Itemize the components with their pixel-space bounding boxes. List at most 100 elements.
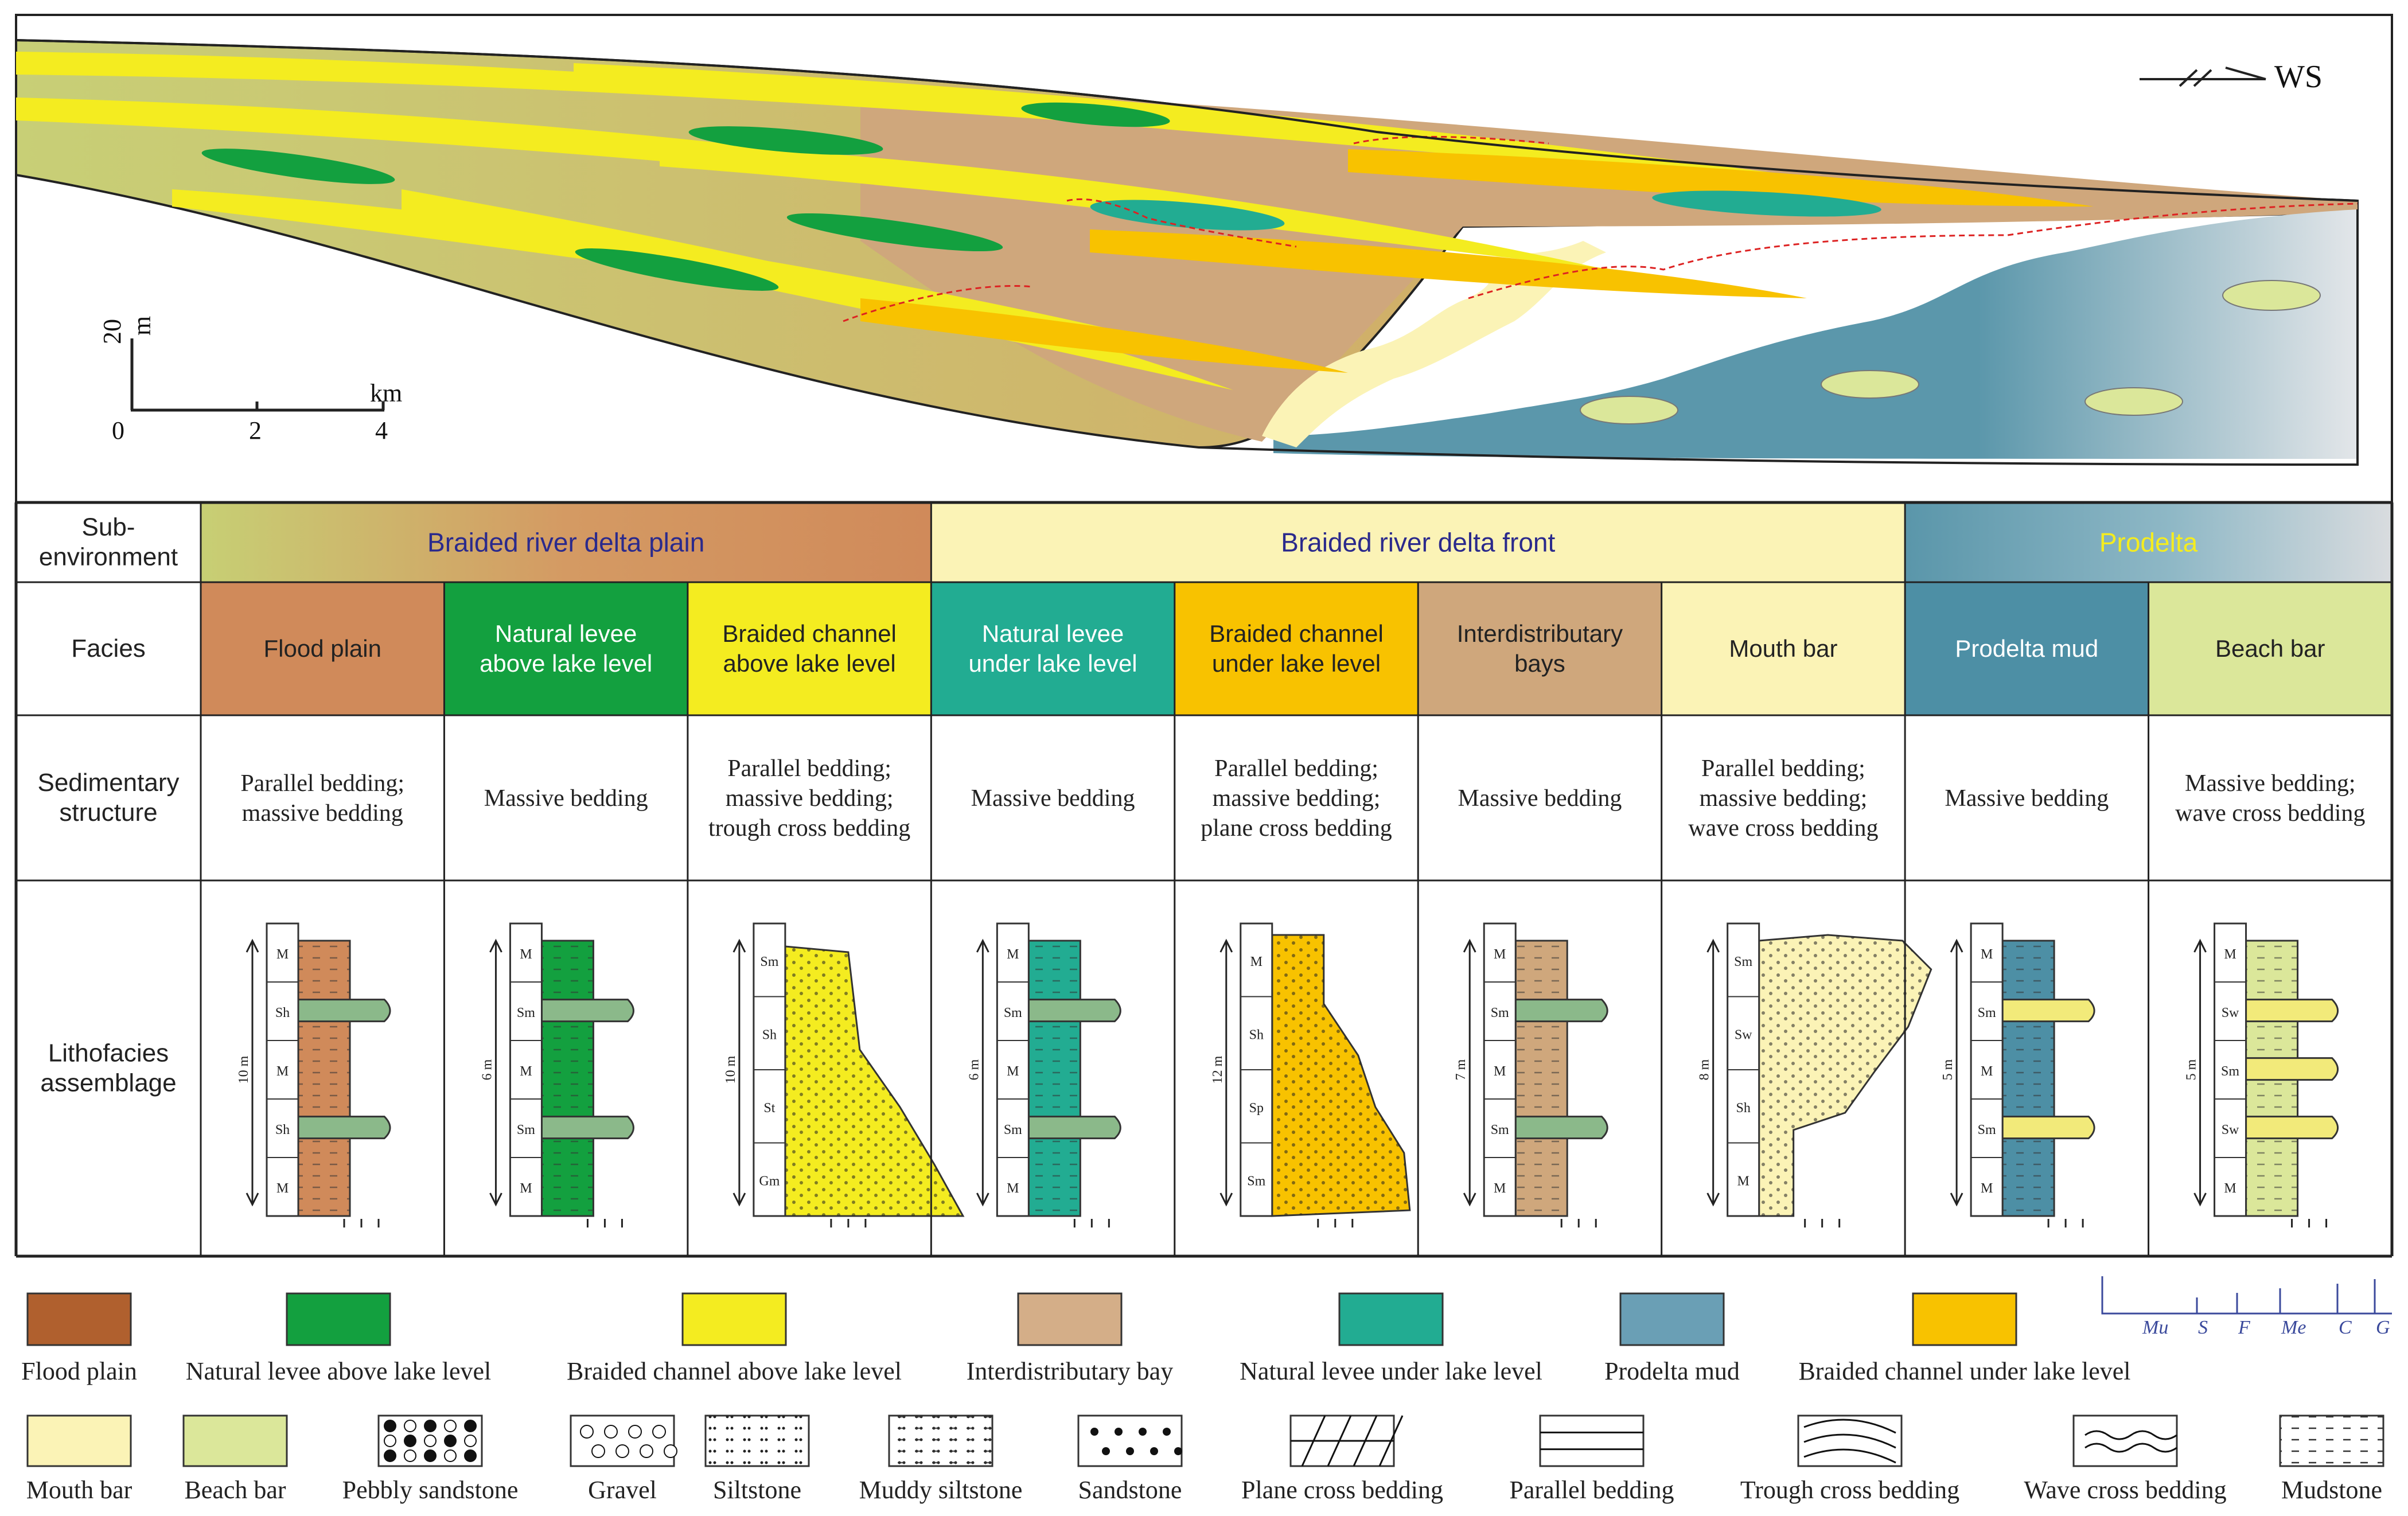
legend-pattern	[570, 1414, 677, 1467]
grain-scale-label: Me	[2281, 1317, 2306, 1338]
scale-horizontal-unit: km	[370, 379, 402, 407]
facies-label: bays	[1514, 650, 1565, 677]
lithology-column: M Sw Sm Sw M 5 m	[2184, 922, 2339, 1227]
unit-label: M	[520, 947, 532, 962]
facies-label: Mouth bar	[1729, 635, 1837, 662]
lithology-column: M Sm M Sm M 6 m	[967, 922, 1121, 1227]
structure-label: massive bedding;	[1213, 785, 1381, 812]
legend-label: Siltstone	[713, 1476, 801, 1504]
thickness-label: 6 m	[967, 1059, 981, 1080]
structure-label: Massive bedding;	[2185, 770, 2355, 797]
facies-label: Natural levee	[495, 620, 637, 647]
unit-label: M	[1494, 1181, 1506, 1196]
subenvironment-cell	[931, 502, 1906, 582]
unit-label: M	[1494, 947, 1506, 962]
unit-label: Sw	[1735, 1027, 1752, 1042]
structure-label: trough cross bedding	[708, 815, 910, 841]
unit-label: Sm	[1734, 954, 1752, 969]
unit-label: Sm	[1978, 1123, 1996, 1137]
unit-label: M	[1737, 1174, 1749, 1188]
unit-label: M	[1007, 1064, 1019, 1079]
subenvironment-label: Braided river delta front	[1281, 528, 1555, 558]
scale-vertical-unit: m	[128, 316, 156, 336]
unit-label: Sm	[1247, 1174, 1265, 1188]
unit-label: M	[1981, 947, 1993, 962]
legend-label: Gravel	[588, 1476, 657, 1504]
legend-pattern	[377, 1414, 483, 1467]
scale-tick-4: 4	[375, 416, 388, 445]
unit-label: Sw	[2222, 1123, 2239, 1137]
facies-label: above lake level	[723, 650, 896, 677]
legend-pattern	[704, 1414, 810, 1467]
unit-label: Sm	[2221, 1064, 2239, 1079]
legend-swatch	[1338, 1292, 1444, 1346]
unit-label: M	[276, 1181, 289, 1196]
legend-label: Mouth bar	[26, 1476, 133, 1504]
thickness-label: 5 m	[2184, 1059, 2199, 1080]
facies-cell	[2148, 582, 2392, 715]
unit-label: Sh	[275, 1123, 290, 1137]
row-header: environment	[39, 543, 178, 571]
thickness-label: 8 m	[1697, 1059, 1712, 1080]
legend-pattern	[182, 1414, 288, 1467]
scale-tick-0: 0	[112, 416, 124, 445]
lithology-column: M Sh M Sh M 10 m	[236, 922, 391, 1227]
row-header: Sedimentary	[37, 769, 179, 797]
grain-scale-label: Mu	[2142, 1317, 2168, 1338]
structure-label: plane cross bedding	[1201, 815, 1392, 841]
unit-label: Sp	[1249, 1101, 1264, 1116]
facies-label: under lake level	[1212, 650, 1381, 677]
unit-label: Sm	[1978, 1006, 1996, 1020]
unit-label: Sm	[1004, 1006, 1022, 1020]
unit-label: M	[276, 947, 289, 962]
subenvironment-label: Prodelta	[2099, 528, 2198, 558]
unit-label: Sm	[517, 1123, 535, 1137]
lithology-column: M Sm M Sm M 5 m	[1941, 922, 2095, 1227]
facies-label: above lake level	[480, 650, 652, 677]
thickness-label: 5 m	[1941, 1059, 1955, 1080]
legend-pattern	[26, 1414, 132, 1467]
unit-label: M	[1250, 954, 1263, 969]
legend-label: Prodelta mud	[1604, 1357, 1740, 1385]
structure-label: Massive bedding	[1945, 785, 2109, 812]
legend-pattern	[888, 1414, 993, 1467]
unit-label: M	[520, 1181, 532, 1196]
facies-cell	[201, 582, 445, 715]
unit-label: M	[1494, 1064, 1506, 1079]
row-header: structure	[59, 798, 157, 827]
facies-cell	[1418, 582, 1662, 715]
lithology-column: Sm Sh St Gm 10 m	[723, 922, 965, 1227]
legend-label: Pebbly sandstone	[342, 1476, 519, 1504]
unit-label: Gm	[759, 1174, 780, 1188]
scale-vertical-value: 20	[98, 319, 126, 344]
unit-label: M	[520, 1064, 532, 1079]
unit-label: M	[276, 1064, 289, 1079]
facies-cell	[1905, 582, 2149, 715]
structure-label: Parallel bedding;	[1214, 755, 1378, 782]
legend-pattern	[1797, 1414, 1903, 1467]
unit-label: M	[1981, 1181, 1993, 1196]
orientation-label: WS	[2274, 59, 2323, 95]
facies-label: Braided channel	[1209, 620, 1384, 647]
structure-label: massive bedding;	[1699, 785, 1867, 812]
thickness-label: 7 m	[1454, 1059, 1468, 1080]
row-header: assemblage	[40, 1069, 176, 1097]
facies-label: Interdistributary	[1457, 620, 1623, 647]
grain-scale-label: C	[2339, 1317, 2352, 1338]
row-header: Sub-	[82, 513, 135, 541]
structure-label: wave cross bedding	[2175, 800, 2365, 827]
legend-swatch	[1619, 1292, 1725, 1346]
unit-label: M	[1007, 947, 1019, 962]
legend-pattern	[2072, 1414, 2178, 1467]
legend-swatch	[286, 1292, 391, 1346]
unit-label: Sh	[275, 1006, 290, 1020]
facies-label: Flood plain	[263, 635, 381, 662]
legend-swatch	[681, 1292, 787, 1346]
unit-label: Sm	[1491, 1006, 1509, 1020]
facies-table: Braided river delta plain Braided river d…	[14, 501, 2394, 1258]
structure-label: Massive bedding	[1458, 785, 1622, 812]
unit-label: Sw	[2222, 1006, 2239, 1020]
legend-label: Muddy siltstone	[859, 1476, 1023, 1504]
legend-swatch	[1017, 1292, 1123, 1346]
